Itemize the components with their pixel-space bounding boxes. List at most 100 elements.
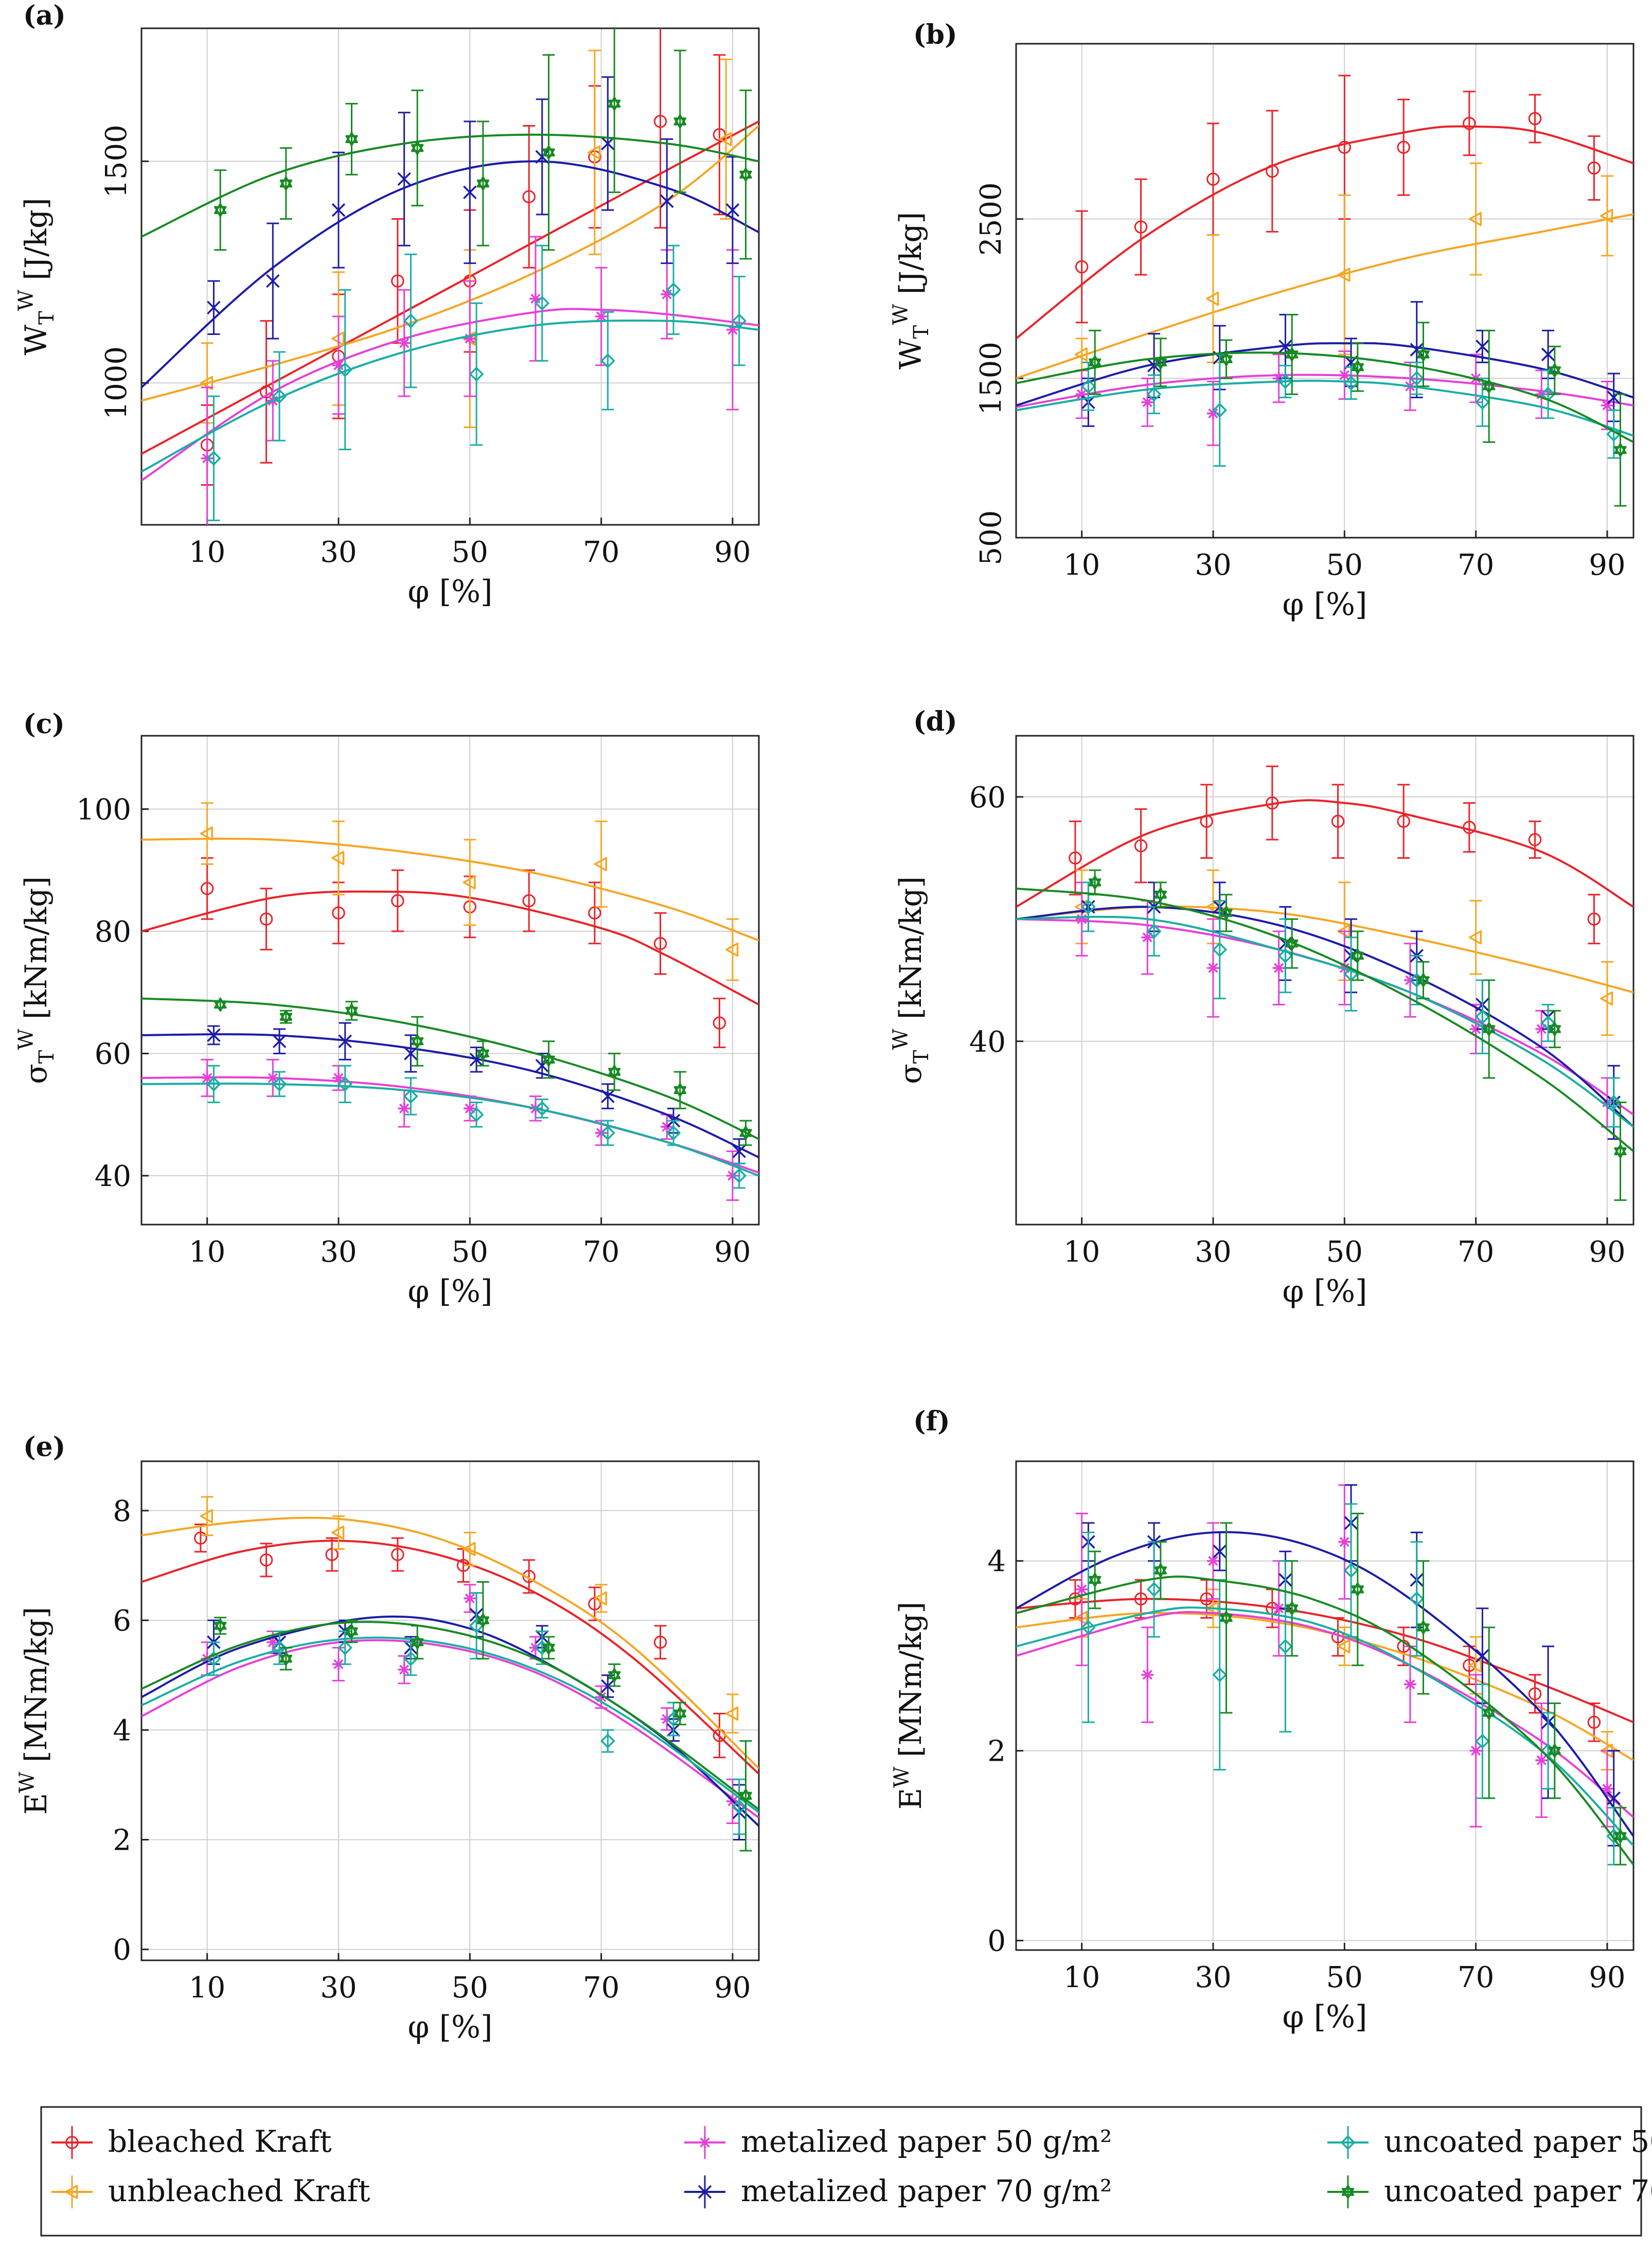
y-tick-label: 1500 — [974, 342, 1008, 415]
legend-marker — [65, 2185, 78, 2199]
x-tick-label: 90 — [1589, 548, 1625, 582]
legend-label-text: metalized paper 70 — [741, 2173, 1033, 2208]
legend-label-unit: g/m² — [1033, 2173, 1112, 2208]
x-tick-label: 70 — [1458, 1235, 1494, 1269]
data-point — [661, 1121, 673, 1133]
data-point — [1074, 347, 1088, 362]
panel-label: (d) — [913, 706, 957, 737]
data-point — [1338, 140, 1352, 154]
data-point — [601, 1679, 615, 1693]
data-point — [1463, 1658, 1476, 1672]
data-point — [1397, 814, 1410, 828]
data-point — [1134, 839, 1148, 853]
data-point — [1278, 948, 1293, 963]
data-point — [1607, 391, 1621, 404]
series-uncoated-paper-50 — [1016, 881, 1633, 1128]
fit-curve — [141, 997, 759, 1140]
y-tick-label: 4 — [987, 1545, 1006, 1579]
data-point — [1220, 1610, 1233, 1625]
legend-marker — [698, 2185, 712, 2199]
data-point — [337, 362, 352, 377]
data-point — [1089, 875, 1102, 890]
data-point — [1404, 1678, 1416, 1691]
data-point — [397, 172, 411, 186]
fit-curve — [141, 1639, 759, 1819]
data-point — [331, 203, 346, 217]
fit-curve — [1016, 125, 1633, 340]
x-tick-label: 50 — [452, 536, 488, 569]
data-point — [279, 1651, 293, 1666]
data-point — [1075, 913, 1088, 926]
legend-label: uncoated paper 50 g/m² — [1384, 2124, 1652, 2159]
data-point — [1081, 379, 1096, 394]
data-point — [1417, 1620, 1430, 1635]
data-point — [345, 1624, 358, 1639]
x-tick-label: 90 — [714, 1235, 751, 1269]
x-tick-label: 30 — [320, 1235, 357, 1269]
series-uncoated-paper-70 — [141, 28, 759, 260]
data-point — [725, 1706, 739, 1721]
data-point — [469, 367, 484, 381]
y-axis-label: σTW [kNm/kg] — [14, 876, 59, 1084]
x-tick-label: 90 — [1589, 1961, 1625, 1994]
x-tick-label: 50 — [452, 1235, 488, 1269]
data-point — [725, 203, 740, 217]
series-uncoated-paper-50 — [1016, 353, 1633, 467]
data-point — [476, 1046, 490, 1061]
data-point — [595, 310, 608, 323]
data-point — [403, 313, 418, 328]
legend-label-text: metalized paper 50 — [741, 2124, 1033, 2159]
data-point — [1535, 1023, 1548, 1035]
fit-curve — [141, 1636, 759, 1813]
fit-curve — [1016, 799, 1633, 908]
legend-box — [40, 2106, 1642, 2237]
y-tick-label: 1500 — [100, 125, 133, 198]
panel-label: (b) — [913, 19, 957, 50]
data-point — [601, 1089, 615, 1103]
x-axis-label: φ [%] — [408, 574, 493, 610]
fit-curve — [1016, 351, 1633, 443]
plot-area — [141, 802, 759, 1201]
data-point — [653, 1636, 667, 1649]
panel-label: (a) — [23, 0, 66, 31]
y-axis-label: EW [MNm/kg] — [890, 1602, 928, 1810]
data-point — [398, 1102, 411, 1115]
data-point — [464, 1102, 476, 1115]
data-point — [1154, 1563, 1167, 1578]
data-point — [272, 389, 287, 403]
x-tick-label: 30 — [320, 536, 357, 569]
data-point — [206, 1077, 221, 1091]
data-point — [1606, 1095, 1621, 1110]
data-point — [1468, 1658, 1482, 1673]
series-uncoated-paper-70 — [1016, 869, 1633, 1201]
data-point — [1147, 924, 1161, 938]
legend-item: metalized paper 50 g/m² — [684, 2124, 1112, 2159]
data-point — [1587, 1715, 1601, 1729]
data-point — [673, 114, 686, 129]
data-point — [732, 1168, 747, 1183]
data-point — [522, 894, 536, 908]
panel-label: (e) — [23, 1431, 65, 1463]
data-point — [1154, 355, 1167, 370]
data-point — [1141, 931, 1154, 944]
x-tick-label: 10 — [189, 536, 225, 569]
data-point — [1266, 164, 1279, 178]
data-point — [469, 1107, 484, 1122]
plot-area — [141, 28, 759, 525]
data-point — [1601, 399, 1613, 412]
data-point — [1548, 1743, 1561, 1758]
data-point — [1344, 376, 1358, 391]
x-axis-label: φ [%] — [1283, 1999, 1367, 2035]
data-point — [1069, 851, 1082, 865]
data-point — [404, 1047, 418, 1060]
data-point — [331, 851, 345, 865]
data-point — [725, 942, 739, 957]
x-tick-label: 30 — [1195, 1961, 1231, 1994]
data-point — [660, 194, 674, 208]
data-point — [1614, 442, 1627, 457]
chart-panel-a: 10 30 50 70 90 1000 1500 φ [%] WTW [J/kg] (a) — [14, 0, 760, 610]
data-point — [1206, 962, 1219, 975]
series-uncoated-paper-70 — [141, 997, 759, 1146]
data-point — [391, 1548, 404, 1561]
